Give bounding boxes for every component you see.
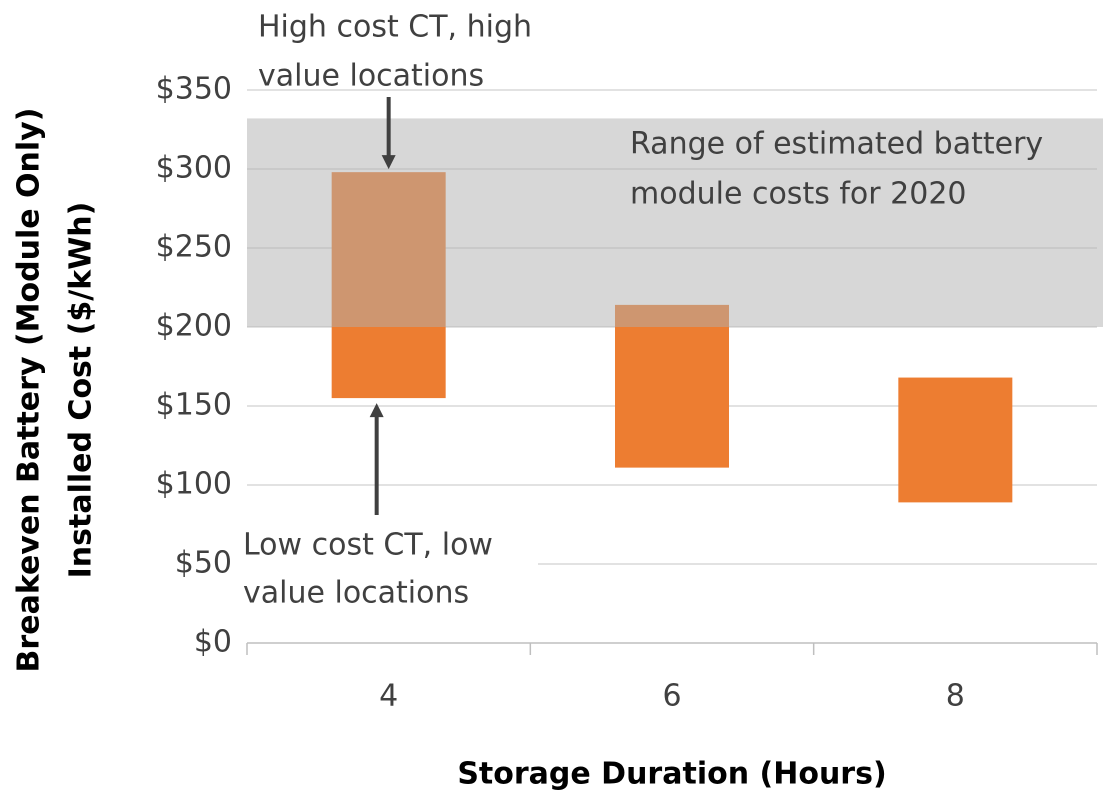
annotation-background (238, 520, 538, 620)
y-tick-label: $300 (156, 151, 232, 186)
annotation: High cost CT, high (258, 10, 532, 45)
y-tick-label: $0 (194, 625, 232, 660)
x-tick-label: 6 (662, 679, 681, 714)
y-tick-label: $50 (175, 546, 232, 581)
annotation: Low cost CT, low (243, 528, 493, 563)
annotation: value locations (243, 576, 469, 611)
shaded-range-label: Range of estimated battery (630, 127, 1043, 162)
y-tick-label: $200 (156, 309, 232, 344)
y-tick-label: $100 (156, 467, 232, 502)
annotation-arrowhead (369, 403, 384, 418)
y-axis-title: Breakeven Battery (Module Only) Installe… (12, 108, 99, 673)
y-tick-label: $150 (156, 388, 232, 423)
shaded-range-label: module costs for 2020 (630, 177, 967, 212)
x-tick-label: 4 (379, 679, 398, 714)
bar (898, 377, 1013, 503)
y-tick-label: $350 (156, 72, 232, 107)
y-axis-title-line: Breakeven Battery (Module Only) (12, 108, 47, 673)
x-axis-title: Storage Duration (Hours) (457, 757, 886, 792)
annotation-arrowhead (381, 155, 396, 170)
bar (615, 304, 729, 468)
x-tick-label: 8 (946, 679, 965, 714)
y-axis-title-line: Installed Cost ($/kWh) (64, 202, 99, 579)
annotation: value locations (258, 59, 484, 94)
y-tick-label: $250 (156, 230, 232, 265)
